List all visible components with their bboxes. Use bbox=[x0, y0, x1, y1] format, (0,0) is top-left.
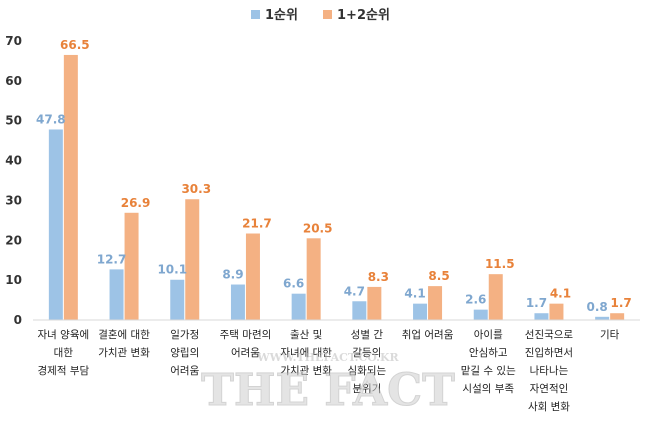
value-label-series-1: 12.7 bbox=[97, 252, 127, 266]
value-label-series-2: 4.1 bbox=[550, 287, 571, 301]
category-label: 분위기 bbox=[352, 382, 381, 395]
bar-series-2 bbox=[306, 238, 321, 320]
bar-series-2 bbox=[488, 274, 503, 320]
bar-series-1 bbox=[473, 309, 488, 320]
bar-series-1 bbox=[413, 303, 428, 320]
category-label: 자연적인 bbox=[530, 383, 569, 395]
bar-series-1 bbox=[595, 316, 610, 320]
watermark-logo: THE FACT bbox=[201, 365, 455, 416]
y-tick-label: 20 bbox=[5, 233, 22, 247]
y-tick-label: 70 bbox=[5, 34, 22, 48]
category-label: 출산 및 bbox=[290, 329, 322, 341]
bar-series-1 bbox=[534, 313, 549, 320]
category-label: 진입하면서 bbox=[525, 346, 573, 359]
category-label: 나타나는 bbox=[530, 365, 569, 377]
category-label: 시설의 부족 bbox=[462, 383, 514, 395]
bar-series-1 bbox=[230, 284, 245, 320]
category-label: 심화되는 bbox=[348, 365, 387, 377]
bar-series-2 bbox=[124, 212, 139, 320]
value-label-series-1: 0.8 bbox=[587, 300, 608, 314]
category-label: 어려움 bbox=[231, 347, 260, 359]
bar-series-2 bbox=[63, 54, 78, 320]
value-label-series-1: 6.6 bbox=[283, 277, 304, 291]
category-label: 취업 어려움 bbox=[402, 328, 454, 341]
value-label-series-2: 1.7 bbox=[611, 296, 632, 310]
category-label: 성별 간 bbox=[351, 329, 384, 341]
watermark-url: WWW.THEFACT.CO.KR bbox=[256, 351, 399, 364]
y-tick-label: 10 bbox=[5, 273, 22, 287]
category-label: 대한 bbox=[54, 347, 74, 359]
y-tick-label: 30 bbox=[5, 193, 22, 207]
category-label: 자녀에 대한 bbox=[280, 347, 332, 359]
category-label: 주택 마련의 bbox=[220, 329, 272, 341]
value-label-series-1: 2.6 bbox=[465, 293, 486, 307]
bar-series-2 bbox=[245, 233, 260, 320]
legend: 1순위 1+2순위 bbox=[251, 8, 390, 23]
bar-series-2 bbox=[367, 286, 382, 320]
y-tick-label: 40 bbox=[5, 154, 22, 168]
category-label: 가치관 변화 bbox=[280, 365, 332, 377]
value-label-series-2: 30.3 bbox=[181, 182, 211, 196]
value-label-series-1: 4.1 bbox=[404, 287, 425, 301]
y-tick-label: 0 bbox=[14, 313, 22, 327]
bar-series-2 bbox=[610, 313, 625, 320]
value-label-series-1: 47.8 bbox=[36, 112, 66, 126]
value-label-series-1: 10.1 bbox=[157, 263, 187, 277]
category-label: 자녀 양육에 bbox=[38, 329, 90, 341]
value-label-series-2: 20.5 bbox=[303, 221, 333, 235]
value-label-series-1: 1.7 bbox=[526, 296, 547, 310]
category-label: 경제적 부담 bbox=[38, 364, 90, 377]
bar-series-1 bbox=[48, 129, 63, 320]
category-label: 양립의 bbox=[170, 346, 199, 359]
category-label: 결혼에 대한 bbox=[98, 328, 150, 341]
legend-label-series-2: 1+2순위 bbox=[337, 8, 390, 23]
value-labels: 47.8 66.5 12.7 26.9 10.1 30.3 8.9 21.7 6.6 20.5 4.… bbox=[36, 38, 632, 314]
bars bbox=[48, 54, 625, 320]
legend-label-series-1: 1순위 bbox=[265, 8, 298, 23]
category-label: 어려움 bbox=[170, 365, 199, 377]
bar-series-1 bbox=[352, 301, 367, 320]
category-label: 아이를 bbox=[474, 329, 503, 341]
value-label-series-1: 4.7 bbox=[344, 284, 365, 298]
bar-series-2 bbox=[185, 199, 200, 320]
category-label: 일가정 bbox=[170, 328, 199, 341]
bar-series-1 bbox=[109, 269, 124, 320]
category-label: 선진국으로 bbox=[525, 329, 574, 341]
y-tick-label: 50 bbox=[5, 114, 22, 128]
bar-series-1 bbox=[170, 279, 185, 320]
value-label-series-2: 11.5 bbox=[485, 257, 515, 271]
value-label-series-2: 26.9 bbox=[121, 196, 151, 210]
value-label-series-2: 8.3 bbox=[368, 270, 389, 284]
bar-series-2 bbox=[549, 303, 564, 320]
category-label: 가치관 변화 bbox=[98, 347, 150, 359]
legend-swatch-series-2 bbox=[323, 10, 332, 19]
value-label-series-2: 66.5 bbox=[60, 38, 90, 52]
value-label-series-1: 8.9 bbox=[222, 268, 243, 282]
watermark: WWW.THEFACT.CO.KR THE FACT bbox=[201, 351, 456, 417]
category-label: 맡길 수 있는 bbox=[461, 364, 516, 377]
y-axis: 0 10 20 30 40 50 60 70 bbox=[5, 34, 22, 327]
category-label: 사회 변화 bbox=[528, 401, 570, 413]
legend-swatch-series-1 bbox=[251, 10, 260, 19]
value-label-series-2: 8.5 bbox=[428, 269, 449, 283]
value-label-series-2: 21.7 bbox=[242, 217, 272, 231]
bar-series-2 bbox=[428, 286, 443, 320]
category-label: 갈등의 bbox=[352, 346, 381, 359]
category-label: 안심하고 bbox=[469, 346, 508, 359]
category-label: 기타 bbox=[600, 329, 620, 341]
y-tick-label: 60 bbox=[5, 74, 22, 88]
bar-series-1 bbox=[291, 293, 306, 320]
